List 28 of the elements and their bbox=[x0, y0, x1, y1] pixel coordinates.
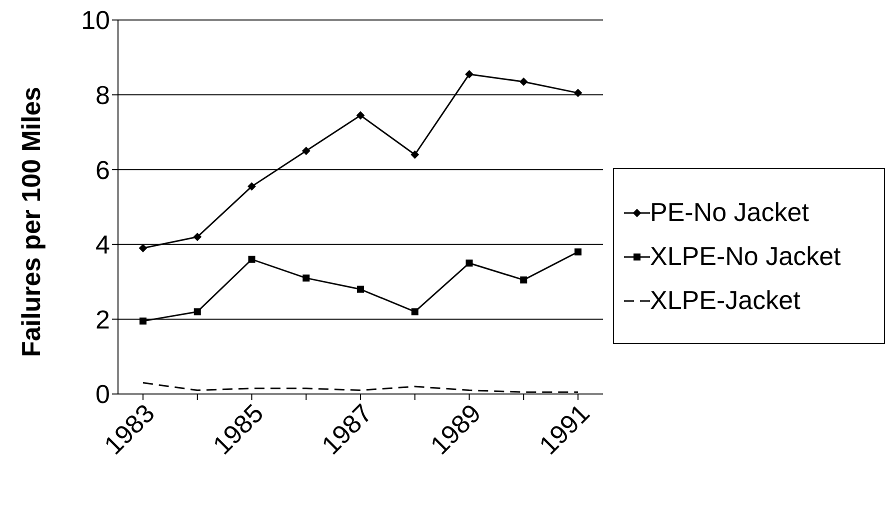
point bbox=[520, 78, 528, 86]
y-tick-label: 6 bbox=[96, 154, 110, 185]
point bbox=[248, 182, 256, 190]
y-tick-label: 2 bbox=[96, 304, 110, 334]
point bbox=[357, 286, 364, 293]
point bbox=[466, 260, 473, 267]
point bbox=[520, 276, 528, 284]
point bbox=[139, 244, 147, 252]
y-tick-label: 10 bbox=[81, 5, 110, 36]
y-tick-label: 4 bbox=[96, 230, 110, 260]
point bbox=[194, 308, 201, 316]
point bbox=[410, 150, 419, 159]
point bbox=[193, 232, 202, 241]
point bbox=[140, 318, 146, 325]
legend-label: XLPE-No Jacket bbox=[650, 241, 841, 271]
y-tick-label: 8 bbox=[96, 80, 110, 110]
legend-label: XLPE-Jacket bbox=[650, 285, 800, 315]
point bbox=[574, 248, 582, 256]
point bbox=[574, 88, 582, 97]
y-tick-label: 0 bbox=[96, 379, 110, 410]
point bbox=[302, 274, 310, 282]
y-axis-title: Failures per 100 Miles bbox=[16, 86, 46, 357]
point bbox=[411, 308, 418, 316]
legend-label: PE-No Jacket bbox=[650, 197, 809, 227]
point bbox=[302, 146, 310, 155]
point bbox=[356, 111, 364, 120]
point bbox=[465, 70, 474, 78]
point bbox=[248, 256, 256, 263]
